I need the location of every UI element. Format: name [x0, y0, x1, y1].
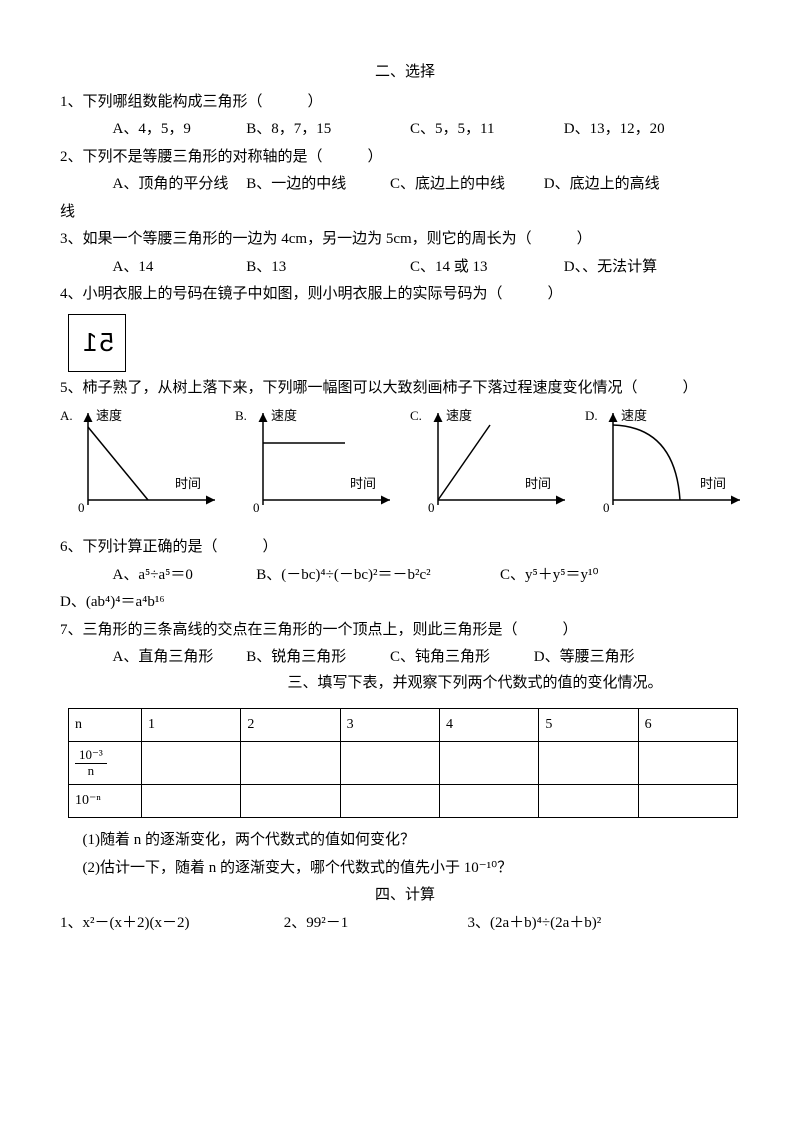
q3-stem: 3、如果一个等腰三角形的一边为 4cm，另一边为 5cm，则它的周长为（ ） [60, 227, 750, 253]
q2-opt-a: A、顶角的平分线 [113, 172, 243, 198]
sub-q2: (2)估计一下，随着 n 的逐渐变大，哪个代数式的值先小于 10⁻¹⁰？ [60, 856, 750, 882]
th-4: 4 [439, 709, 538, 742]
q2-opt-b: B、一边的中线 [246, 172, 386, 198]
data-table: n 1 2 3 4 5 6 10⁻³n 10⁻ⁿ [68, 708, 738, 818]
calc-2: 2、99²－1 [284, 911, 464, 937]
calc-row: 1、x²－(x＋2)(x－2) 2、99²－1 3、(2a＋b)⁴÷(2a＋b)… [60, 911, 750, 937]
q3-opt-d: D、、无法计算 [564, 255, 657, 281]
graph-a: A. 速度 时间 0 [60, 405, 225, 525]
sub-q1: (1)随着 n 的逐渐变化，两个代数式的值如何变化？ [60, 828, 750, 854]
graph-row: A. 速度 时间 0 B. 速度 时间 0 C. 速度 时间 0 [60, 405, 750, 525]
q1-stem: 1、下列哪组数能构成三角形（ ） [60, 90, 750, 116]
row1-label: 10⁻³n [69, 742, 142, 785]
table-row: n 1 2 3 4 5 6 [69, 709, 738, 742]
section-3-title: 三、填写下表，并观察下列两个代数式的值的变化情况。 [60, 671, 750, 697]
q7-opt-d: D、等腰三角形 [534, 645, 635, 671]
q2-opt-c: C、底边上的中线 [390, 172, 540, 198]
q3-opt-a: A、14 [113, 255, 243, 281]
row1-num: 10⁻³ [75, 748, 107, 763]
th-5: 5 [539, 709, 638, 742]
graph-b-svg [235, 405, 405, 525]
q1-opt-a: A、4，5，9 [113, 117, 243, 143]
q1-opt-d: D、13，12，20 [564, 117, 665, 143]
graph-c-svg [410, 405, 580, 525]
q2-stem: 2、下列不是等腰三角形的对称轴的是（ ） [60, 145, 750, 171]
q7-opt-c: C、钝角三角形 [390, 645, 530, 671]
q1-options: A、4，5，9 B、8，7，15 C、5，5，11 D、13，12，20 [60, 117, 750, 143]
mirror-image-box: 51 [68, 314, 126, 372]
q5-stem: 5、柿子熟了，从树上落下来，下列哪一幅图可以大致刻画柿子下落过程速度变化情况（ … [60, 376, 750, 402]
q7-stem: 7、三角形的三条高线的交点在三角形的一个顶点上，则此三角形是（ ） [60, 618, 750, 644]
q3-options: A、14 B、13 C、14 或 13 D、、无法计算 [60, 255, 750, 281]
q6-opt-a: A、a⁵÷a⁵＝0 [113, 563, 253, 589]
calc-1: 1、x²－(x＋2)(x－2) [60, 911, 280, 937]
q1-opt-b: B、8，7，15 [246, 117, 406, 143]
th-n: n [69, 709, 142, 742]
table-row: 10⁻³n [69, 742, 738, 785]
th-6: 6 [638, 709, 737, 742]
q2-opt-d: D、底边上的高线 [544, 172, 660, 198]
q6-opt-b: B、(－bc)⁴÷(－bc)²＝－b²c² [256, 563, 496, 589]
q1-opt-c: C、5，5，11 [410, 117, 560, 143]
q7-options: A、直角三角形 B、锐角三角形 C、钝角三角形 D、等腰三角形 [60, 645, 750, 671]
calc-3: 3、(2a＋b)⁴÷(2a＋b)² [468, 911, 602, 937]
q7-opt-a: A、直角三角形 [113, 645, 243, 671]
q3-opt-c: C、14 或 13 [410, 255, 560, 281]
graph-d-svg [585, 405, 755, 525]
th-2: 2 [241, 709, 340, 742]
graph-b: B. 速度 时间 0 [235, 405, 400, 525]
th-3: 3 [340, 709, 439, 742]
q6-stem: 6、下列计算正确的是（ ） [60, 535, 750, 561]
q3-opt-b: B、13 [246, 255, 406, 281]
q7-opt-b: B、锐角三角形 [246, 645, 386, 671]
q2-options: A、顶角的平分线 B、一边的中线 C、底边上的中线 D、底边上的高线 [60, 172, 750, 198]
graph-a-svg [60, 405, 230, 525]
q6-opt-d: D、(ab⁴)⁴＝a⁴b¹⁶ [60, 590, 750, 616]
mirror-number: 51 [81, 320, 114, 364]
section-4-title: 四、计算 [60, 883, 750, 909]
th-1: 1 [142, 709, 241, 742]
row2-label: 10⁻ⁿ [69, 785, 142, 818]
q2-tail: 线 [60, 200, 750, 226]
q6-options-line1: A、a⁵÷a⁵＝0 B、(－bc)⁴÷(－bc)²＝－b²c² C、y⁵＋y⁵＝… [60, 563, 750, 589]
section-2-title: 二、选择 [60, 60, 750, 86]
row1-den: n [75, 764, 107, 778]
q6-opt-c: C、y⁵＋y⁵＝y¹⁰ [500, 563, 598, 589]
graph-c: C. 速度 时间 0 [410, 405, 575, 525]
q4-stem: 4、小明衣服上的号码在镜子中如图，则小明衣服上的实际号码为（ ） [60, 282, 750, 308]
table-row: 10⁻ⁿ [69, 785, 738, 818]
graph-d: D. 速度 时间 0 [585, 405, 750, 525]
